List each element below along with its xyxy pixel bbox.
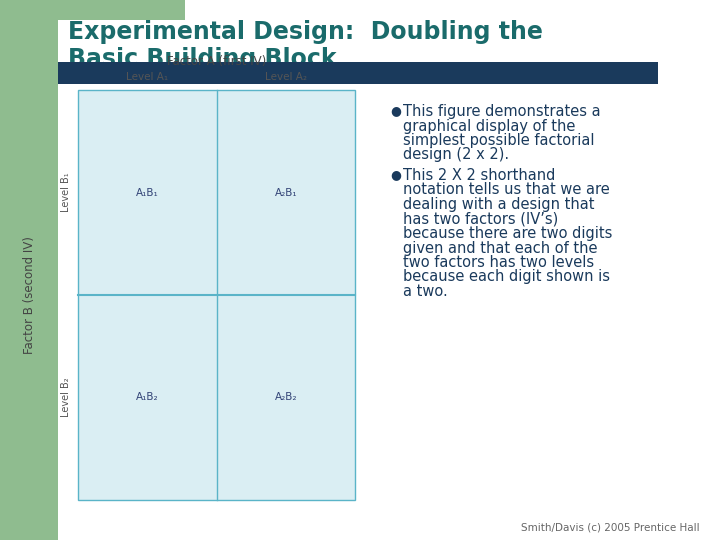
Text: simplest possible factorial: simplest possible factorial [403,133,595,148]
Text: Level A₁: Level A₁ [126,72,168,82]
Text: Level A₂: Level A₂ [265,72,307,82]
Text: A₁B₂: A₁B₂ [136,393,158,402]
Text: Factor A (first IV): Factor A (first IV) [167,55,266,68]
Text: ●: ● [390,168,401,181]
Bar [0,0,185,150]
Text: has two factors (IV’s): has two factors (IV’s) [403,212,558,226]
Text: graphical display of the: graphical display of the [403,118,575,133]
Bar [58,62,658,84]
Text: A₂B₂: A₂B₂ [274,393,297,402]
Text: because each digit shown is: because each digit shown is [403,269,610,285]
Text: Experimental Design:  Doubling the: Experimental Design: Doubling the [68,20,543,44]
Text: Level B₂: Level B₂ [61,377,71,417]
Text: A₁B₁: A₁B₁ [136,187,158,198]
Text: dealing with a design that: dealing with a design that [403,197,595,212]
Text: Basic Building Block: Basic Building Block [68,47,337,71]
Text: Factor B (second IV): Factor B (second IV) [24,236,37,354]
Text: This 2 X 2 shorthand: This 2 X 2 shorthand [403,168,555,183]
Bar [78,90,355,500]
Text: notation tells us that we are: notation tells us that we are [403,183,610,198]
Text: Smith/Davis (c) 2005 Prentice Hall: Smith/Davis (c) 2005 Prentice Hall [521,522,700,532]
Text: design (2 x 2).: design (2 x 2). [403,147,509,163]
Text: because there are two digits: because there are two digits [403,226,613,241]
Bar [0,150,58,540]
Text: given and that each of the: given and that each of the [403,240,598,255]
Text: This figure demonstrates a: This figure demonstrates a [403,104,600,119]
Text: ●: ● [390,104,401,117]
Text: two factors has two levels: two factors has two levels [403,255,594,270]
Text: A₂B₁: A₂B₁ [274,187,297,198]
Bar [58,20,720,150]
Text: a two.: a two. [403,284,448,299]
Text: Level B₁: Level B₁ [61,173,71,212]
